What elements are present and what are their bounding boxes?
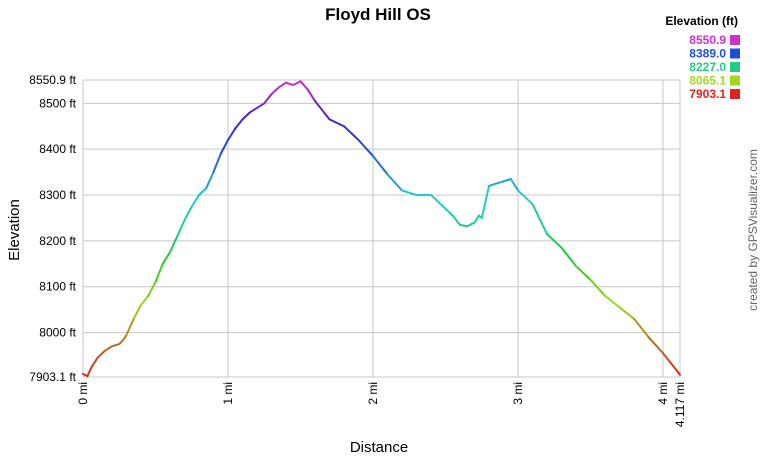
- profile-segment: [270, 86, 280, 96]
- profile-segment: [669, 361, 679, 373]
- chart-title: Floyd Hill OS: [325, 5, 431, 24]
- legend-swatch: [730, 35, 740, 45]
- profile-segment: [444, 207, 454, 217]
- y-tick-label: 8200 ft: [39, 234, 76, 248]
- profile-segment: [212, 152, 222, 174]
- profile-segment: [343, 125, 360, 142]
- profile-segment: [488, 182, 498, 187]
- profile-segment: [219, 139, 230, 155]
- y-axis-label: Elevation: [6, 199, 23, 261]
- profile-segment: [509, 177, 520, 192]
- profile-segment: [618, 306, 636, 320]
- profile-segment: [118, 338, 125, 346]
- profile-segment: [357, 139, 375, 158]
- y-tick-label: 8000 ft: [39, 326, 76, 340]
- profile-segment: [176, 219, 186, 238]
- profile-segment: [125, 317, 135, 336]
- profile-segment: [147, 281, 157, 297]
- x-tick-label: 2 mi: [366, 382, 380, 405]
- profile-segment: [299, 80, 309, 91]
- profile-segment: [546, 233, 563, 249]
- profile-segment: [292, 80, 302, 86]
- profile-segment: [96, 349, 106, 359]
- profile-segment: [560, 246, 578, 268]
- y-tick-label: 8100 ft: [39, 280, 76, 294]
- legend-entry-label: 8065.1: [689, 74, 726, 88]
- profile-segment: [502, 177, 512, 183]
- y-tick-label: 8400 ft: [39, 142, 76, 156]
- x-tick-label: 4 mi: [656, 382, 670, 405]
- x-tick-label: 1 mi: [221, 382, 235, 405]
- profile-segment: [132, 304, 143, 320]
- legend-entry-label: 8389.0: [689, 47, 726, 61]
- profile-segment: [198, 187, 208, 197]
- profile-segment: [466, 221, 476, 228]
- y-tick-label: 7903.1 ft: [29, 370, 76, 384]
- credit-text: created by GPSVisualizer.com: [746, 149, 760, 311]
- profile-segment: [86, 365, 93, 378]
- y-axis-ticks: 7903.1 ft 8000 ft 8100 ft 8200 ft 8300 ft 840…: [29, 73, 76, 384]
- y-tick-label: 8550.9 ft: [29, 73, 76, 87]
- profile-segment: [263, 93, 273, 105]
- profile-segment: [647, 336, 665, 355]
- profile-segment: [430, 194, 447, 210]
- legend-swatch: [730, 48, 740, 59]
- legend-entry-label: 7903.1: [689, 87, 726, 101]
- profile-segment: [401, 189, 418, 197]
- profile-segment: [190, 194, 201, 208]
- profile-segment: [676, 370, 681, 376]
- profile-segment: [256, 102, 266, 109]
- profile-segment: [480, 184, 491, 219]
- profile-segment: [285, 81, 295, 86]
- x-axis-label: Distance: [350, 439, 408, 456]
- profile-segment: [328, 118, 346, 128]
- profile-segment: [183, 205, 193, 222]
- profile-segment: [372, 155, 389, 176]
- profile-segment: [473, 214, 480, 224]
- profile-segment: [386, 173, 404, 192]
- profile-segment: [459, 223, 469, 228]
- profile-segment: [103, 345, 114, 352]
- y-tick-label: 8500 ft: [39, 96, 76, 110]
- profile-segment: [575, 265, 592, 281]
- profile-segment: [633, 317, 650, 339]
- legend-swatch: [730, 62, 740, 72]
- profile-segment: [161, 251, 172, 265]
- profile-segment: [241, 111, 251, 121]
- profile-segment: [531, 203, 549, 236]
- profile-segment: [604, 294, 621, 309]
- legend-swatch: [730, 75, 740, 86]
- legend-entry-label: 8550.9: [689, 33, 726, 47]
- legend-entry-label: 8227.0: [689, 60, 726, 74]
- legend: Elevation (ft) 8550.98389.08227.08065.17…: [665, 14, 740, 101]
- plot-frame: [82, 79, 681, 378]
- x-tick-label: 0 mi: [76, 382, 90, 405]
- grid: [82, 79, 681, 378]
- x-tick-label: 3 mi: [511, 382, 525, 405]
- profile-segment: [234, 118, 244, 130]
- profile-segment: [451, 214, 462, 226]
- legend-title: Elevation (ft): [665, 14, 738, 28]
- profile-segment: [227, 127, 237, 142]
- profile-segment: [154, 262, 164, 284]
- profile-segment: [248, 106, 259, 114]
- profile-segment: [277, 81, 288, 89]
- profile-segment: [662, 352, 672, 364]
- profile-segment: [306, 88, 317, 103]
- y-tick-label: 8300 ft: [39, 188, 76, 202]
- profile-segment: [205, 171, 215, 190]
- elevation-profile: [82, 80, 681, 378]
- profile-segment: [495, 180, 505, 185]
- profile-segment: [169, 235, 179, 254]
- x-axis-ticks: 0 mi 1 mi 2 mi 3 mi 4 mi 4.117 mi: [76, 382, 687, 427]
- profile-segment: [90, 356, 99, 368]
- legend-swatch: [730, 89, 740, 99]
- x-tick-label: 4.117 mi: [673, 382, 687, 427]
- profile-segment: [589, 278, 607, 297]
- profile-segment: [314, 100, 331, 121]
- profile-segment: [111, 343, 121, 348]
- profile-segment: [140, 294, 150, 307]
- profile-segment: [517, 189, 534, 206]
